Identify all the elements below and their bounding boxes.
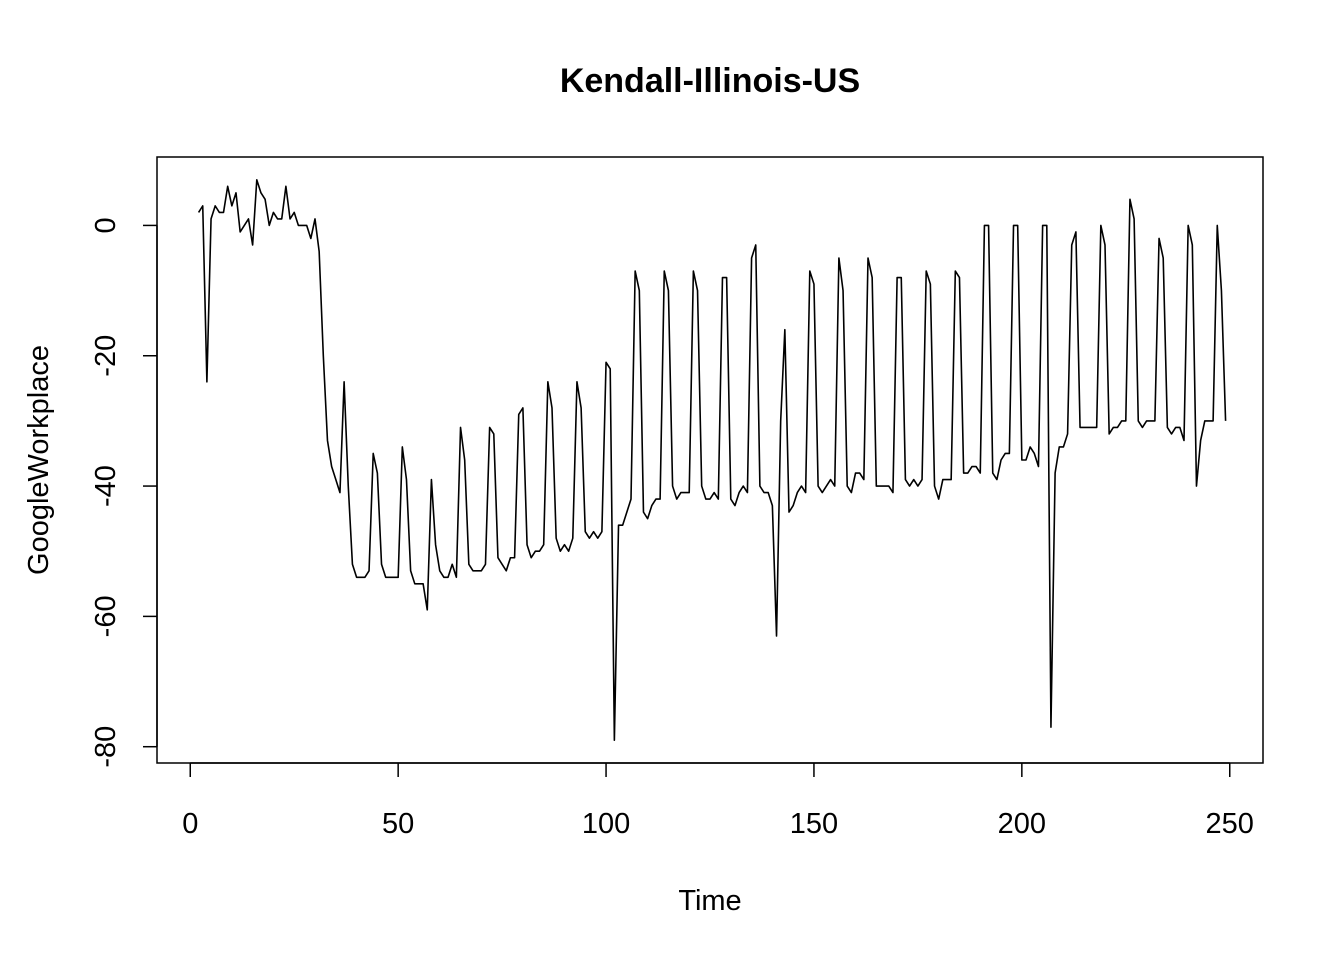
series-line <box>197 179 1227 741</box>
x-tick-label: 200 <box>998 808 1046 840</box>
x-tick-label: 150 <box>790 808 838 840</box>
x-axis-label: Time <box>678 885 741 917</box>
y-tick-label: -20 <box>90 335 122 377</box>
x-tick-label: 100 <box>582 808 630 840</box>
y-axis: 0 -20 -40 -60 -80 <box>90 217 158 768</box>
y-axis-label: GoogleWorkplace <box>23 345 55 575</box>
x-axis: 0 50 100 150 200 250 <box>182 762 1254 840</box>
y-tick-label: -80 <box>90 726 122 768</box>
y-tick-label: -40 <box>90 465 122 507</box>
x-tick-label: 0 <box>182 808 198 840</box>
x-tick-label: 50 <box>382 808 414 840</box>
x-tick-label: 250 <box>1206 808 1254 840</box>
y-tick-label: -60 <box>90 595 122 637</box>
chart-title: Kendall-Illinois-US <box>560 62 860 100</box>
y-tick-label: 0 <box>90 217 122 233</box>
plot-frame <box>156 156 1264 764</box>
